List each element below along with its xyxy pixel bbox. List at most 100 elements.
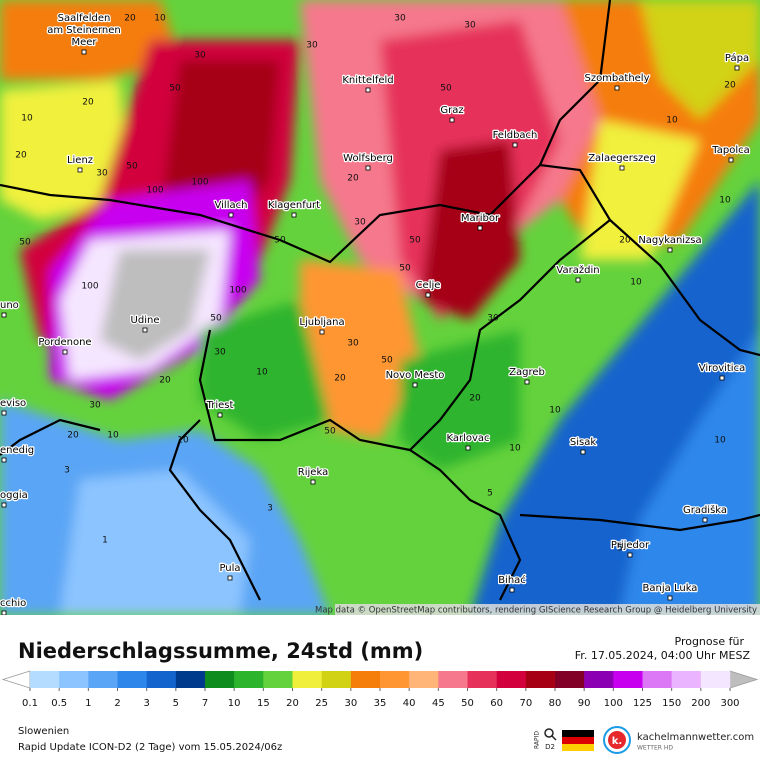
scale-tick-label: 10	[228, 698, 241, 709]
rapid-label: RAPID	[534, 731, 541, 749]
city-marker	[1, 457, 7, 463]
scale-box	[380, 671, 410, 688]
contour-label: 30	[354, 218, 366, 228]
city-label: Meer	[71, 37, 97, 48]
contour-label: 50	[169, 84, 181, 94]
city-marker	[702, 517, 708, 523]
city-marker	[142, 327, 148, 333]
scale-tick-label: 5	[173, 698, 179, 709]
brand-logo	[608, 731, 626, 749]
contour-label: 50	[440, 84, 452, 94]
contour-label: 30	[214, 348, 226, 358]
brand-sub: WETTER HD	[637, 745, 673, 752]
scale-tick-label: 125	[633, 698, 652, 709]
contour-label: 50	[409, 236, 421, 246]
scale-tick-label: 70	[519, 698, 532, 709]
city-marker	[465, 445, 471, 451]
attribution: Map data © OpenStreetMap contributors, r…	[315, 606, 757, 616]
city-marker	[319, 329, 325, 335]
scale-tick-label: 20	[286, 698, 299, 709]
city-marker	[449, 117, 455, 123]
city-label: Klagenfurt	[268, 200, 320, 211]
contour-label: 3	[267, 504, 273, 514]
city-label: oggia	[0, 490, 28, 501]
city-label: Wolfsberg	[343, 153, 393, 164]
city-marker	[228, 212, 234, 218]
scale-box	[59, 671, 89, 688]
scale-tick-label: 40	[403, 698, 416, 709]
scale-tick-label: 1	[85, 698, 91, 709]
city-label: Feldbach	[493, 130, 538, 141]
scale-tick-label: 25	[315, 698, 328, 709]
contour-label: 10	[107, 431, 119, 441]
scale-tick-label: 2	[114, 698, 120, 709]
scale-box	[234, 671, 264, 688]
scale-box	[205, 671, 235, 688]
city-marker	[719, 375, 725, 381]
scale-tick-label: 80	[549, 698, 562, 709]
city-label: Szombathely	[584, 73, 649, 84]
scale-box	[613, 671, 643, 688]
city-label: Nagykanizsa	[638, 235, 701, 246]
city-label: Zalaegerszeg	[588, 153, 656, 164]
contour-label: 10	[666, 116, 678, 126]
scale-tick-label: 50	[461, 698, 474, 709]
forecast-time: Fr. 17.05.2024, 04:00 Uhr MESZ	[575, 649, 751, 662]
brand-letter: k.	[612, 736, 622, 747]
city-marker	[619, 165, 625, 171]
contour-label: 30	[306, 41, 318, 51]
scale-box	[555, 671, 585, 688]
scale-tick-label: 150	[662, 698, 681, 709]
city-marker	[227, 575, 233, 581]
contour-label: 20	[619, 236, 631, 246]
contour-label: 50	[274, 236, 286, 246]
city-label: Udine	[131, 315, 160, 326]
city-marker	[512, 142, 518, 148]
city-label: Varaždin	[556, 264, 599, 276]
model-run: Rapid Update ICON-D2 (2 Tage) vom 15.05.…	[18, 742, 282, 753]
city-label: eviso	[0, 398, 26, 409]
city-label: cchio	[0, 598, 26, 609]
city-label: Tapolca	[711, 145, 749, 156]
contour-label: 100	[146, 186, 163, 196]
contour-label: 10	[549, 406, 561, 416]
contour-label: 20	[159, 376, 171, 386]
city-label: Pula	[219, 563, 240, 574]
city-label: Pápa	[725, 52, 749, 64]
scale-tick-label: 0.5	[51, 698, 67, 709]
scale-tick-label: 90	[578, 698, 591, 709]
city-marker	[614, 85, 620, 91]
scale-tick-label: 7	[202, 698, 208, 709]
scale-tick-label: 30	[344, 698, 357, 709]
contour-label: 100	[229, 286, 246, 296]
contour-label: 20	[334, 374, 346, 384]
scale-box	[146, 671, 177, 688]
contour-label: 5	[487, 489, 493, 499]
logos: RAPID D2 k. kachelmannwetter.com WETTER …	[534, 726, 754, 754]
contour-label: 20	[724, 81, 736, 91]
color-scale: 0.1 0.5 1 2 3 5 7 10 15 20 25 30 35 40 45 50 60 70 80 90 100…	[1, 670, 759, 709]
city-marker	[81, 49, 87, 55]
contour-label: 20	[67, 431, 79, 441]
scale-box	[438, 671, 468, 688]
city-marker	[412, 382, 418, 388]
contour-label: 30	[464, 21, 476, 31]
scale-box	[175, 671, 206, 688]
contour-label: 50	[126, 162, 138, 172]
contour-label: 30	[96, 169, 108, 179]
city-marker	[509, 587, 515, 593]
city-label: Prijedor	[611, 540, 650, 551]
scale-tick-label: 35	[374, 698, 387, 709]
city-label: Maribor	[461, 213, 500, 224]
forecast-heading: Prognose für	[675, 635, 745, 648]
city-marker	[62, 349, 68, 355]
precipitation-field	[0, 0, 760, 615]
region: Slowenien	[18, 726, 69, 737]
contour-label: 30	[194, 51, 206, 61]
scale-box	[467, 671, 497, 688]
city-label: Lienz	[67, 155, 93, 166]
city-marker	[627, 552, 633, 558]
scale-tick-label: 100	[604, 698, 623, 709]
contour-label: 20	[82, 98, 94, 108]
